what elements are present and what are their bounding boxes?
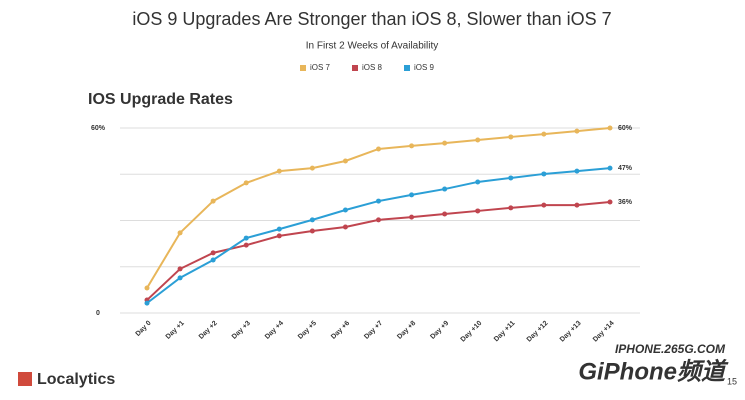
x-tick-label: Day +3 <box>231 320 252 341</box>
data-point <box>342 158 348 164</box>
legend-label: iOS 7 <box>310 63 331 72</box>
brand-logo <box>18 372 32 386</box>
y-tick-label: 0 <box>96 310 100 317</box>
data-point <box>210 257 216 263</box>
x-tick-label: Day +6 <box>330 320 351 341</box>
chart-subtitle: In First 2 Weeks of Availability <box>306 41 438 52</box>
x-tick-label: Day 0 <box>135 320 153 338</box>
data-point <box>342 207 348 213</box>
watermark-name: GiPhone频道 <box>578 358 729 385</box>
data-point <box>475 208 481 214</box>
data-point <box>309 228 315 234</box>
data-point <box>276 226 282 232</box>
chart-title: iOS 9 Upgrades Are Stronger than iOS 8, … <box>132 9 611 29</box>
data-point <box>541 171 547 177</box>
watermark-site: IPHONE.265G.COM <box>615 342 726 356</box>
x-tick-label: Day +11 <box>493 320 517 344</box>
data-point <box>376 217 381 223</box>
x-tick-label: Day +9 <box>429 320 450 341</box>
data-point <box>342 224 348 230</box>
chart-label: IOS Upgrade Rates <box>88 91 233 108</box>
data-point <box>210 198 216 204</box>
data-point <box>243 242 249 248</box>
data-point <box>309 217 315 223</box>
x-tick-label: Day +4 <box>264 320 285 341</box>
end-label: 36% <box>618 199 633 206</box>
data-point <box>409 192 415 198</box>
x-tick-label: Day +13 <box>559 320 583 344</box>
data-point <box>177 230 183 236</box>
end-label: 47% <box>618 165 633 172</box>
data-point <box>376 146 381 152</box>
x-tick-label: Day +5 <box>297 320 318 341</box>
data-point <box>541 202 547 208</box>
data-point <box>475 179 481 185</box>
data-point <box>276 168 282 174</box>
x-tick-label: Day +12 <box>526 320 550 344</box>
data-point <box>574 202 580 208</box>
series-line <box>146 201 611 301</box>
x-tick-label: Day +10 <box>460 320 484 344</box>
data-point <box>144 300 150 306</box>
data-point <box>508 205 514 211</box>
x-tick-label: Day +14 <box>592 320 616 344</box>
data-point <box>243 180 249 186</box>
data-point <box>508 134 514 140</box>
x-tick-label: Day +7 <box>363 320 384 341</box>
data-point <box>442 140 448 146</box>
data-point <box>442 186 448 192</box>
brand: Localytics <box>37 371 115 388</box>
legend-label: iOS 9 <box>414 63 435 72</box>
data-point <box>574 168 580 174</box>
data-point <box>442 211 448 217</box>
legend-swatch <box>352 65 358 71</box>
y-tick-label: 60% <box>91 125 106 132</box>
legend-label: iOS 8 <box>362 63 383 72</box>
series-line <box>146 127 611 289</box>
data-point <box>541 131 547 137</box>
end-label: 60% <box>618 125 633 132</box>
data-point <box>243 235 249 241</box>
data-point <box>607 199 613 205</box>
data-point <box>177 266 183 272</box>
data-point <box>409 214 415 220</box>
series-line <box>146 167 611 304</box>
x-tick-label: Day +8 <box>396 320 417 341</box>
data-point <box>409 143 415 149</box>
x-tick-label: Day +2 <box>198 320 219 341</box>
data-point <box>574 128 580 134</box>
data-point <box>276 233 282 239</box>
data-point <box>144 285 150 291</box>
data-point <box>607 125 613 131</box>
page-number: 15 <box>727 376 737 386</box>
data-point <box>508 175 514 181</box>
data-point <box>607 165 613 171</box>
data-point <box>376 198 381 204</box>
legend-swatch <box>404 65 410 71</box>
x-tick-label: Day +1 <box>165 320 186 341</box>
data-point <box>210 250 216 256</box>
data-point <box>309 165 315 171</box>
legend-swatch <box>300 65 306 71</box>
data-point <box>177 275 183 281</box>
data-point <box>475 137 481 143</box>
